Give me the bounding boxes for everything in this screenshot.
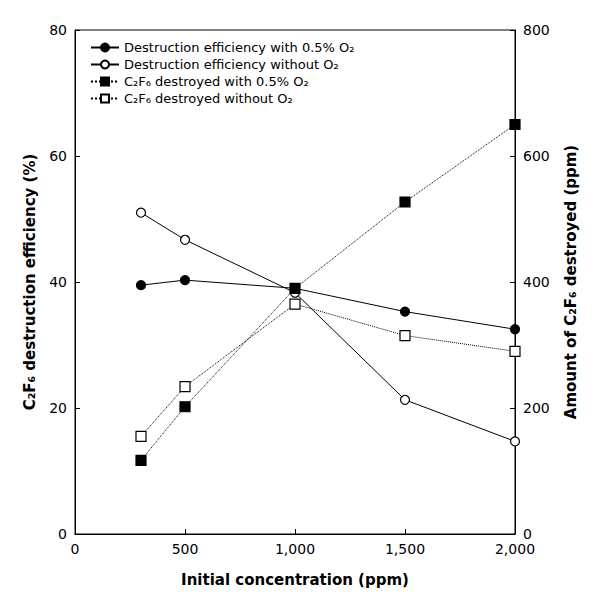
svg-text:C₂F₆ destruction efficiency (%: C₂F₆ destruction efficiency (%) bbox=[21, 154, 39, 411]
svg-text:C₂F₆ destroyed with 0.5% O₂: C₂F₆ destroyed with 0.5% O₂ bbox=[124, 74, 309, 89]
svg-text:20: 20 bbox=[49, 400, 67, 416]
svg-text:0: 0 bbox=[71, 541, 80, 557]
svg-text:2,000: 2,000 bbox=[495, 541, 535, 557]
svg-text:800: 800 bbox=[523, 22, 550, 38]
svg-text:Destruction efficiency with 0.: Destruction efficiency with 0.5% O₂ bbox=[124, 40, 355, 55]
svg-text:40: 40 bbox=[49, 274, 67, 290]
svg-text:400: 400 bbox=[523, 274, 550, 290]
svg-text:200: 200 bbox=[523, 400, 550, 416]
svg-text:1,000: 1,000 bbox=[275, 541, 315, 557]
svg-text:C₂F₆ destroyed without O₂: C₂F₆ destroyed without O₂ bbox=[124, 91, 293, 106]
svg-text:1,500: 1,500 bbox=[385, 541, 425, 557]
svg-text:500: 500 bbox=[172, 541, 199, 557]
svg-text:0: 0 bbox=[523, 526, 532, 542]
svg-text:600: 600 bbox=[523, 148, 550, 164]
svg-text:60: 60 bbox=[49, 148, 67, 164]
svg-text:0: 0 bbox=[58, 526, 67, 542]
svg-text:Initial concentration (ppm): Initial concentration (ppm) bbox=[181, 571, 409, 589]
svg-text:80: 80 bbox=[49, 22, 67, 38]
svg-text:Destruction efficiency without: Destruction efficiency without O₂ bbox=[124, 57, 339, 72]
svg-text:Amount of C₂F₆ destroyed (ppm): Amount of C₂F₆ destroyed (ppm) bbox=[562, 145, 580, 419]
